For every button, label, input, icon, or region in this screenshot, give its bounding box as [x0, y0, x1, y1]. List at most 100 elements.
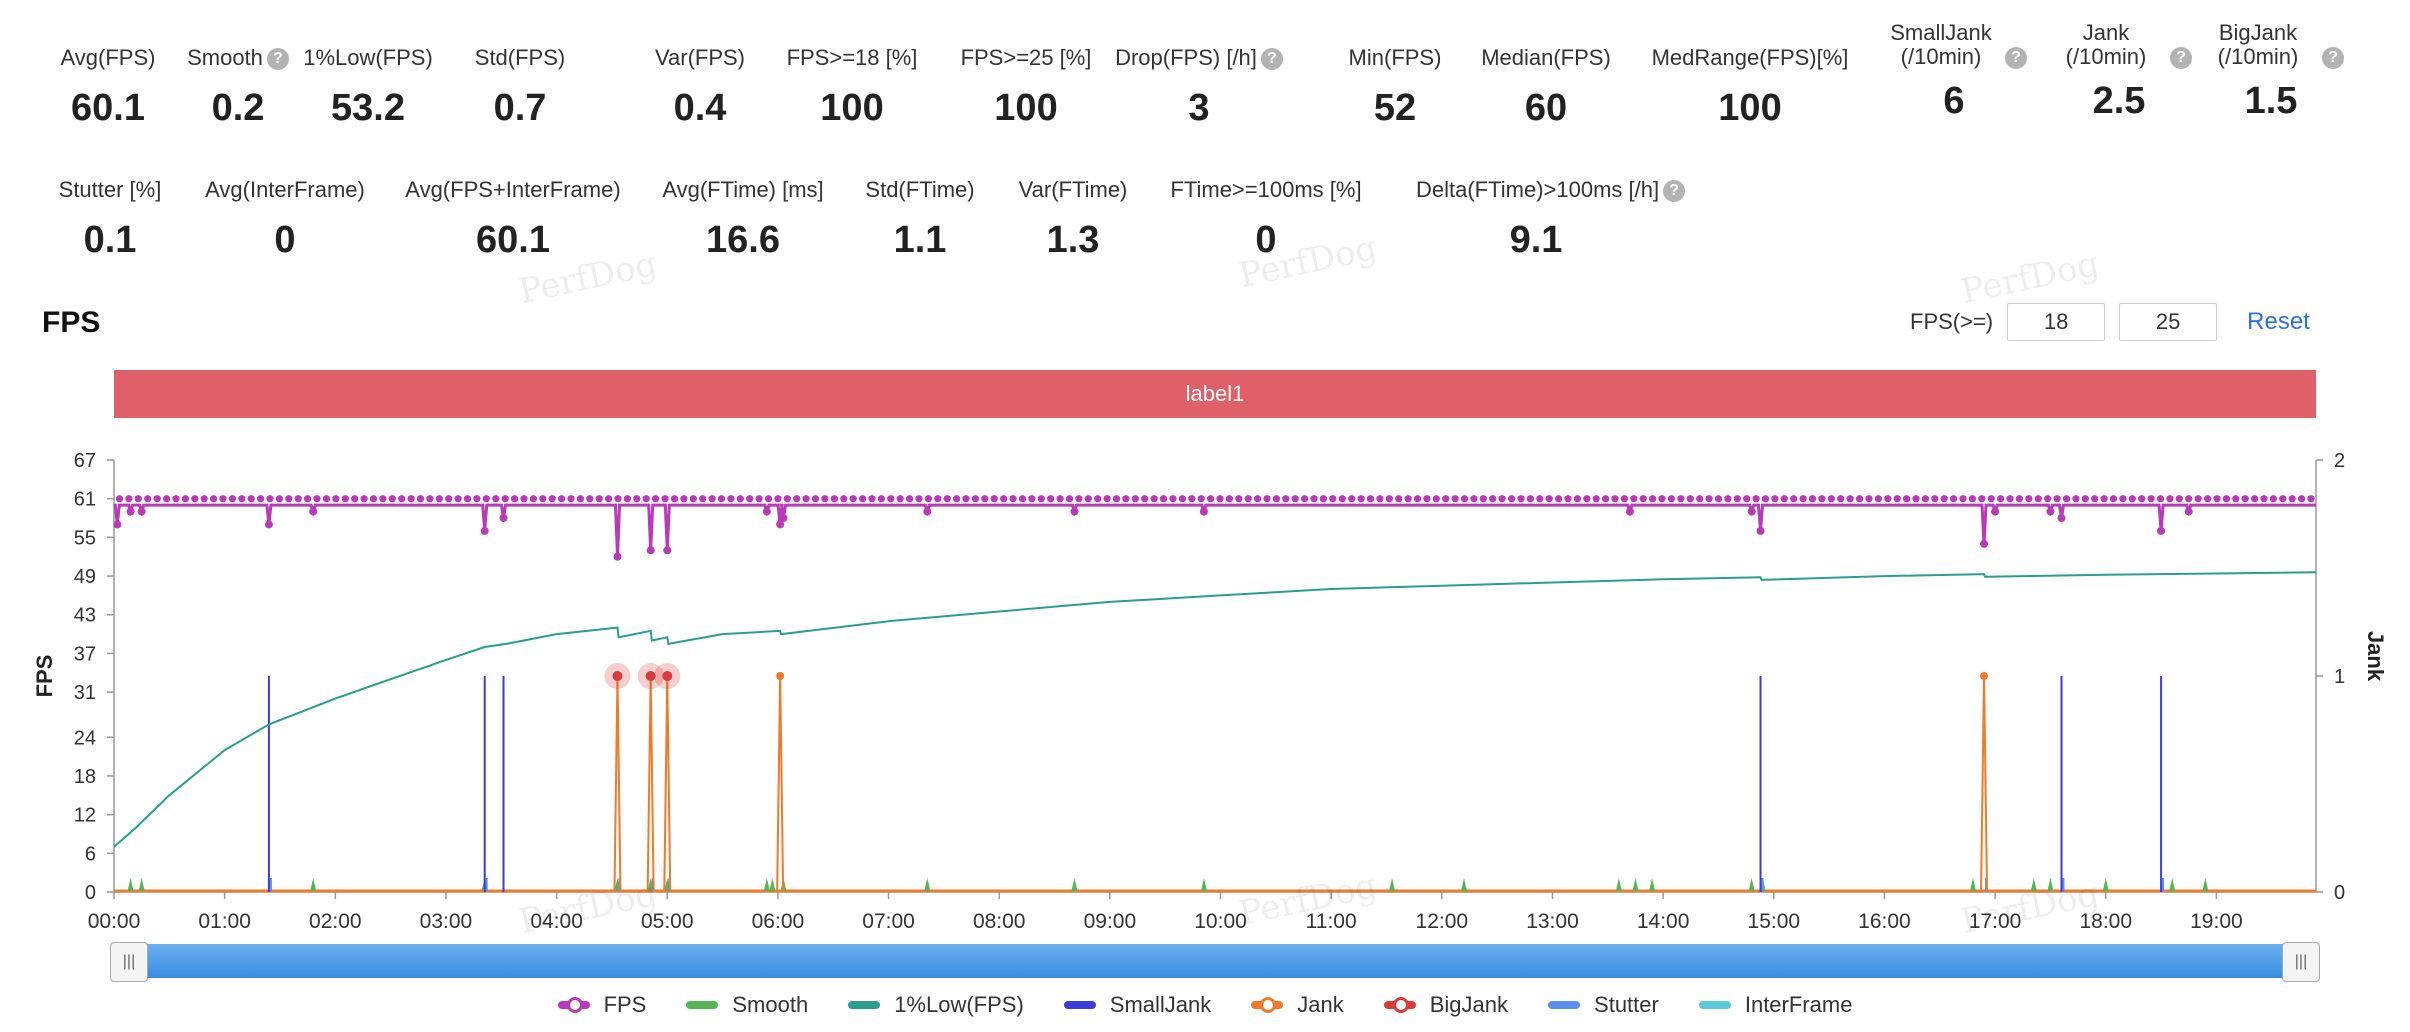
- fps-dip-point: [762, 507, 771, 516]
- time-range-slider[interactable]: ||| |||: [110, 942, 2320, 982]
- fps-point: [1526, 495, 1534, 503]
- fps-point: [1592, 495, 1600, 503]
- fps-point: [1639, 495, 1647, 503]
- stat-stats_row1-2: 1%Low(FPS) 53.2: [248, 45, 488, 130]
- stat-stats_row1-6: FPS>=25 [%] 100: [906, 45, 1146, 130]
- label-band[interactable]: label1: [114, 370, 2316, 418]
- y-tick-label: 55: [74, 527, 96, 549]
- fps-dip-point: [779, 514, 788, 523]
- fps-point: [1442, 495, 1450, 503]
- reset-button[interactable]: Reset: [2247, 308, 2310, 335]
- fps-point: [793, 495, 801, 503]
- fps-point: [699, 495, 707, 503]
- slider-handle-left[interactable]: |||: [110, 942, 148, 982]
- help-icon[interactable]: ?: [266, 48, 289, 71]
- legend-label: SmallJank: [1109, 992, 1212, 1017]
- stat-stats_row2-4: Std(FTime) 1.1: [800, 177, 1040, 262]
- fps-point: [924, 495, 933, 503]
- fps-point: [1329, 495, 1337, 503]
- legend-item[interactable]: Smooth: [686, 992, 808, 1018]
- fps-point: [529, 495, 538, 503]
- fps-point: [1235, 495, 1243, 503]
- fps-point: [1950, 495, 1958, 503]
- fps-point: [1583, 495, 1591, 503]
- stat-value: 52: [1373, 87, 1417, 129]
- fps-point: [2128, 495, 2136, 503]
- legend-item[interactable]: FPS: [557, 992, 646, 1018]
- x-tick-label: 19:00: [2190, 910, 2243, 933]
- fps-point: [1460, 495, 1469, 503]
- stat-stats_row2-6: FTime>=100ms [%] 0: [1146, 177, 1386, 262]
- fps-point: [1968, 495, 1976, 503]
- y-axis-label: FPS: [32, 655, 57, 698]
- smooth-blip: [769, 878, 776, 891]
- fps-point: [1508, 495, 1516, 503]
- stat-value: 3: [1188, 87, 1210, 129]
- chart-legend: FPS Smooth 1%Low(FPS) SmallJank Jank BigJank S…: [0, 990, 2410, 1020]
- legend-item[interactable]: Stutter: [1548, 992, 1659, 1018]
- help-icon[interactable]: ?: [1260, 48, 1283, 71]
- stat-label: Delta(FTime)>100ms [/h]?: [1416, 177, 1686, 203]
- fps-point: [1272, 495, 1280, 503]
- legend-label: Jank: [1297, 992, 1344, 1017]
- stat-value: 0.7: [493, 87, 547, 129]
- stat-value: 0.2: [211, 87, 265, 129]
- legend-item[interactable]: 1%Low(FPS): [848, 992, 1024, 1018]
- fps-point: [877, 495, 886, 503]
- fps-point: [1018, 495, 1027, 503]
- fps-point: [1903, 495, 1911, 503]
- legend-marker: [1392, 997, 1409, 1013]
- fps-point: [2269, 495, 2277, 503]
- fps-point: [144, 495, 152, 503]
- y-tick-label: 12: [74, 805, 96, 827]
- legend-item[interactable]: BigJank: [1383, 992, 1508, 1018]
- fps-point: [661, 495, 669, 503]
- help-icon[interactable]: ?: [2322, 47, 2344, 70]
- fps-point: [294, 495, 302, 503]
- fps-point: [445, 495, 453, 503]
- legend-label: 1%Low(FPS): [894, 992, 1024, 1017]
- y2-axis-label: Jank: [2363, 631, 2388, 682]
- fps-point: [934, 495, 942, 503]
- legend-item[interactable]: SmallJank: [1063, 992, 1212, 1018]
- stat-label: Var(FTime): [1018, 177, 1128, 202]
- stat-value: 1.1: [893, 219, 947, 261]
- help-icon[interactable]: ?: [1663, 180, 1686, 203]
- x-tick-label: 10:00: [1194, 910, 1247, 933]
- fps-point: [2279, 495, 2287, 503]
- stat-stats_row1-7: Drop(FPS) [/h]? 3: [1079, 45, 1319, 130]
- jank-point: [776, 672, 785, 680]
- slider-handle-right[interactable]: |||: [2282, 942, 2320, 982]
- fps-dip-point: [113, 520, 122, 529]
- fps-point: [736, 495, 744, 503]
- fps-point: [172, 495, 180, 503]
- smooth-blip: [2202, 878, 2209, 891]
- stat-value: 0.1: [83, 219, 137, 261]
- fps-point: [1112, 495, 1121, 503]
- fps-point: [1084, 495, 1092, 503]
- stat-value: 53.2: [331, 87, 405, 129]
- fps-point: [388, 495, 396, 503]
- fps-dip-point: [480, 526, 489, 535]
- stat-value: 6: [1943, 80, 1965, 122]
- fps-point: [755, 495, 763, 503]
- fps-point: [2288, 495, 2296, 503]
- fps-dip-point: [923, 507, 932, 516]
- fps-point: [1244, 495, 1252, 503]
- fps-point: [2298, 495, 2306, 503]
- fps-point: [416, 495, 425, 503]
- legend-item[interactable]: Jank: [1251, 992, 1344, 1018]
- fps-point: [1573, 495, 1581, 503]
- fps-threshold-input-1[interactable]: 18: [2007, 303, 2106, 341]
- help-icon[interactable]: ?: [2005, 47, 2027, 70]
- help-icon[interactable]: ?: [2170, 47, 2192, 70]
- legend-swatch: [557, 997, 590, 1013]
- legend-item[interactable]: InterFrame: [1698, 992, 1852, 1018]
- fps-point: [2062, 495, 2071, 503]
- fps-point: [2025, 495, 2033, 503]
- legend-swatch: [1251, 997, 1284, 1013]
- fps-threshold-input-2[interactable]: 25: [2119, 303, 2218, 341]
- fps-point: [1254, 495, 1262, 503]
- fps-point: [1122, 495, 1130, 503]
- x-tick-label: 14:00: [1637, 910, 1690, 933]
